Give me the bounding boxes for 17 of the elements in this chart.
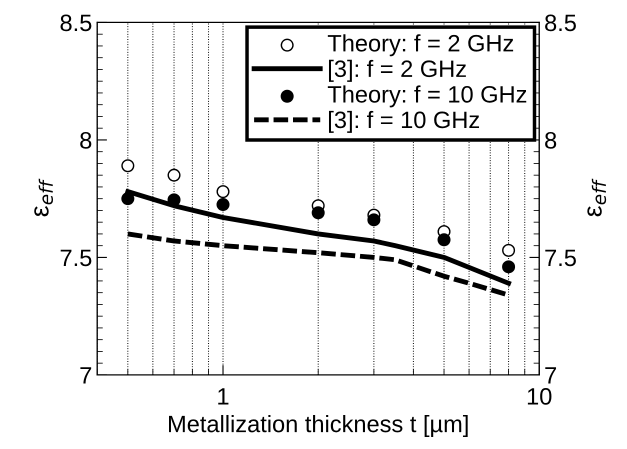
y2-tick-label: 7.5 — [545, 250, 576, 266]
y2-tick-label: 8.5 — [545, 14, 576, 32]
y-axis-title: ε$_{eff}$ — [34, 178, 54, 216]
y-tick-label: 8 — [80, 132, 92, 149]
x-axis-title: Metallization thickness t [µm] — [169, 414, 468, 437]
y-tick-label: 7.5 — [60, 250, 92, 266]
y-tick-label: 8.5 — [60, 14, 92, 32]
legend-label: [3]: f = 10 GHz — [328, 110, 480, 133]
legend-label: [3]: f = 2 GHz — [328, 60, 466, 82]
y2-tick-label: 7 — [545, 367, 556, 384]
y2-tick-label: 8 — [545, 132, 556, 149]
x-tick-label: 10 — [528, 388, 552, 405]
x-tick-label: 1 — [218, 388, 228, 405]
y-tick-label: 7 — [80, 367, 92, 384]
legend-label: Theory: f = 2 GHz — [328, 34, 514, 56]
y2-axis-title: ε$_{eff}$ — [587, 178, 606, 216]
legend-label: Theory: f = 10 GHz — [328, 85, 526, 108]
